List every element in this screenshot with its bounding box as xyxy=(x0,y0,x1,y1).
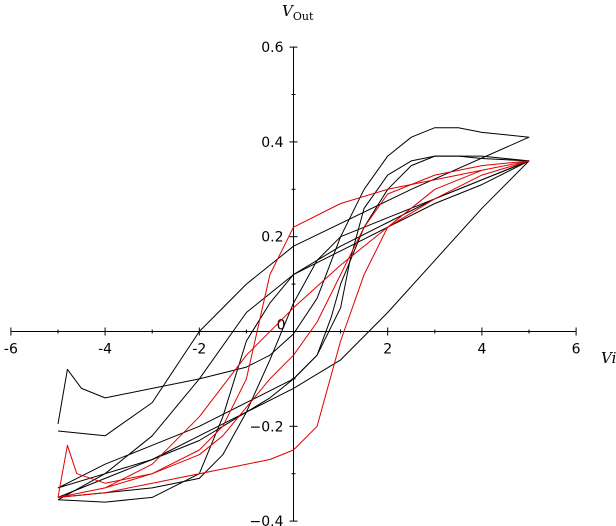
y-tick-label: 0.2 xyxy=(261,230,283,246)
x-axis-title: Vi xyxy=(601,349,616,367)
tick-labels: -6 -4 -2 2 4 6 −0.4 −0.2 0.2 0.4 0.6 0 xyxy=(4,40,581,526)
x-tick-label: 6 xyxy=(572,342,581,358)
x-tick-label: -6 xyxy=(4,342,18,358)
y-axis-title-sub: Out xyxy=(293,10,314,23)
origin-label: 0 xyxy=(277,318,286,334)
y-tick-label: −0.2 xyxy=(250,419,284,435)
series-line-6 xyxy=(57,160,530,498)
x-tick-label: -4 xyxy=(98,342,112,358)
y-axis-title-base: V xyxy=(282,2,295,20)
x-tick-label: -2 xyxy=(192,342,206,358)
x-tick-label: 4 xyxy=(477,342,486,358)
y-tick-label: 0.4 xyxy=(261,135,283,151)
y-tick-label: −0.4 xyxy=(250,514,284,526)
series-line-1 xyxy=(57,127,530,437)
series-line-4 xyxy=(57,155,530,489)
y-tick-label: 0.6 xyxy=(261,40,283,56)
series-layer xyxy=(57,127,530,503)
x-tick-label: 2 xyxy=(383,342,392,358)
series-line-5 xyxy=(57,160,530,498)
y-axis-title: VOut xyxy=(282,2,314,23)
tick-marks xyxy=(10,46,577,522)
